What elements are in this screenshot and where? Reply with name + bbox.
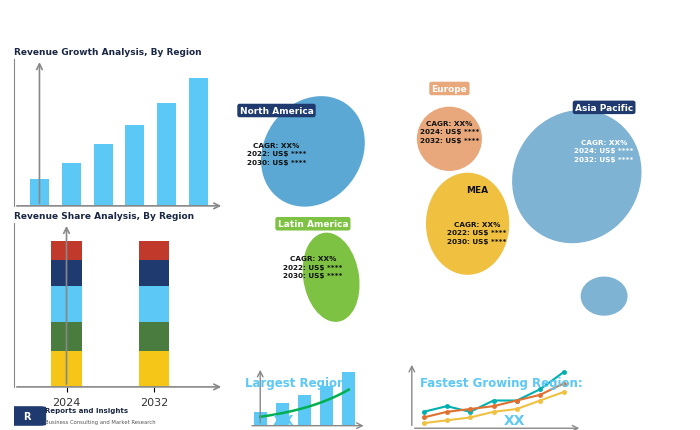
Text: MEA: MEA	[466, 185, 488, 194]
Bar	[139, 351, 169, 387]
Bar	[125, 125, 144, 206]
Text: Largest Region:: Largest Region:	[245, 376, 350, 389]
Ellipse shape	[427, 174, 508, 274]
Bar	[253, 412, 267, 426]
Ellipse shape	[303, 234, 359, 321]
Bar	[298, 395, 311, 426]
FancyBboxPatch shape	[7, 406, 46, 426]
Bar	[158, 104, 176, 206]
Bar	[51, 322, 82, 351]
Ellipse shape	[262, 98, 364, 206]
Bar	[62, 163, 80, 206]
Bar	[342, 372, 356, 426]
Text: Europe: Europe	[431, 85, 468, 94]
Bar	[320, 386, 333, 426]
Text: CAGR: XX%
2022: US$ ****
2030: US$ ****: CAGR: XX% 2022: US$ **** 2030: US$ ****	[247, 143, 306, 166]
Text: CAGR: XX%
2024: US$ ****
2032: US$ ****: CAGR: XX% 2024: US$ **** 2032: US$ ****	[420, 121, 479, 144]
Bar	[51, 286, 82, 322]
Bar	[51, 241, 82, 261]
Text: North America: North America	[239, 107, 314, 116]
Text: Revenue Share Analysis, By Region: Revenue Share Analysis, By Region	[14, 211, 194, 220]
Text: R: R	[23, 411, 30, 421]
Ellipse shape	[417, 108, 482, 171]
Text: Business Consulting and Market Research: Business Consulting and Market Research	[45, 419, 155, 424]
Ellipse shape	[581, 278, 626, 315]
Text: XX: XX	[273, 413, 294, 427]
Bar	[51, 351, 82, 387]
Text: Reports and Insights: Reports and Insights	[45, 407, 128, 413]
Text: Asia Pacific: Asia Pacific	[575, 104, 634, 113]
Bar	[139, 241, 169, 261]
Bar	[139, 322, 169, 351]
Bar	[51, 261, 82, 286]
Text: CAGR: XX%
2024: US$ ****
2032: US$ ****: CAGR: XX% 2024: US$ **** 2032: US$ ****	[575, 139, 634, 163]
Bar	[139, 261, 169, 286]
Text: Fastest Growing Region:: Fastest Growing Region:	[420, 376, 582, 389]
Text: CAGR: XX%
2022: US$ ****
2030: US$ ****: CAGR: XX% 2022: US$ **** 2030: US$ ****	[447, 221, 506, 244]
Bar	[139, 286, 169, 322]
Text: CAGR: XX%
2022: US$ ****
2030: US$ ****: CAGR: XX% 2022: US$ **** 2030: US$ ****	[284, 255, 342, 279]
Bar	[30, 179, 49, 206]
Bar	[94, 144, 113, 206]
Bar	[189, 79, 208, 206]
Ellipse shape	[513, 111, 640, 243]
Bar	[276, 403, 289, 426]
Text: Revenue Growth Analysis, By Region: Revenue Growth Analysis, By Region	[14, 48, 202, 57]
Text: Latin America: Latin America	[278, 220, 348, 229]
Text: XX: XX	[504, 413, 525, 427]
Text: GLOBAL HVDC TRANSMISSION SYSTEM MARKET REGIONAL LEVEL ANALYSIS: GLOBAL HVDC TRANSMISSION SYSTEM MARKET R…	[68, 19, 632, 32]
